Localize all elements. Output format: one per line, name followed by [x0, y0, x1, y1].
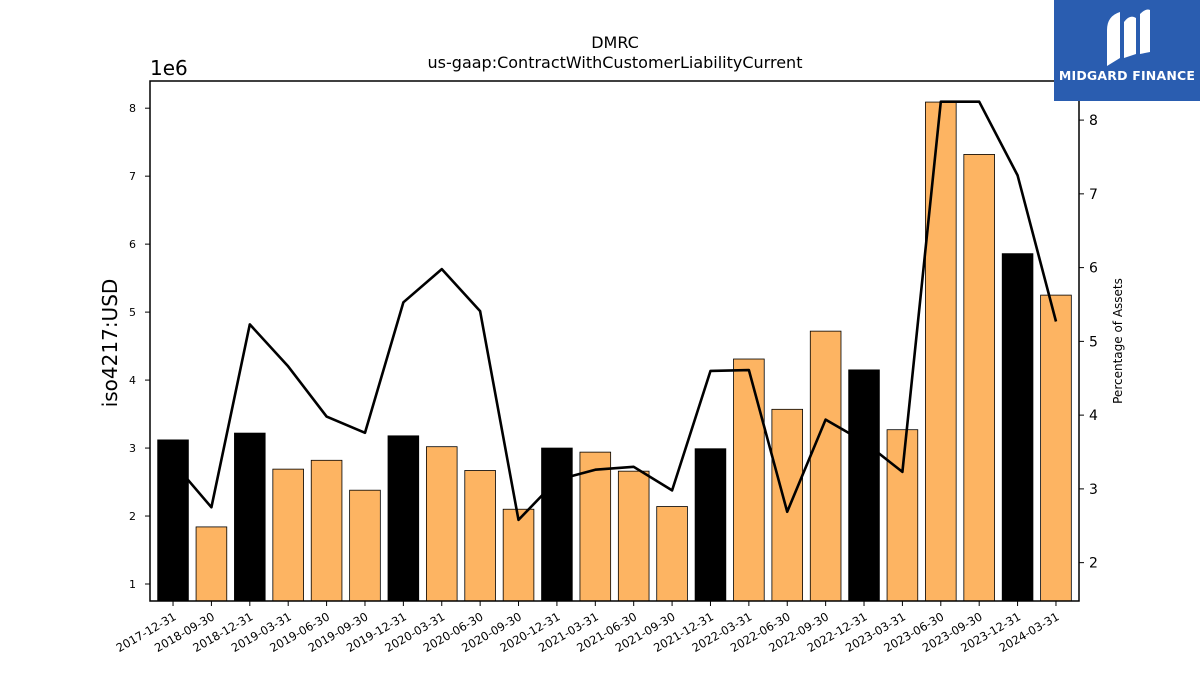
percentage-line — [172, 100, 1058, 522]
bar-2024-03-31 — [1040, 294, 1072, 602]
bar-2021-06-30 — [617, 470, 650, 602]
y-axis-ticks: 1 2 3 4 5 6 7 8 — [129, 102, 150, 591]
bar-2021-09-30 — [656, 506, 688, 602]
bar-group — [157, 101, 1072, 602]
bar-2017-12-31 — [157, 439, 189, 602]
chart-title: DMRC — [591, 33, 639, 52]
bar-2023-12-31 — [1001, 253, 1034, 602]
bar-2023-09-30 — [963, 154, 995, 602]
bar-2018-12-31 — [234, 432, 266, 602]
y2-tick-label: 7 — [1089, 187, 1098, 203]
y-tick-label: 6 — [129, 238, 136, 251]
x-axis-ticks: 2017-12-312018-09-302018-12-312019-03-31… — [114, 601, 1061, 655]
bar-2022-09-30 — [809, 330, 842, 602]
y-axis-label: iso4217:USD — [98, 279, 122, 408]
bar-2019-09-30 — [349, 489, 381, 602]
y2-tick-label: 3 — [1089, 482, 1098, 498]
line-series — [172, 100, 1058, 522]
y-tick-label: 3 — [129, 442, 136, 455]
bar-2021-12-31 — [694, 448, 727, 602]
y-tick-label: 2 — [129, 510, 136, 523]
y-tick-label: 4 — [129, 374, 136, 387]
y2-tick-label: 6 — [1089, 261, 1098, 277]
bar-2019-12-31 — [387, 435, 420, 602]
y-tick-label: 1 — [129, 578, 136, 591]
bar-2022-03-31 — [733, 358, 765, 602]
logo-text: MIDGARD FINANCE — [1058, 68, 1196, 83]
bar-2020-03-31 — [425, 446, 458, 602]
bar-2022-06-30 — [771, 408, 804, 602]
y2-tick-label: 2 — [1089, 556, 1098, 572]
y2-tick-label: 5 — [1089, 334, 1098, 350]
bar-2020-12-31 — [541, 447, 573, 602]
bar-2018-09-30 — [195, 526, 228, 602]
bar-2021-03-31 — [579, 451, 612, 602]
y2-tick-label: 4 — [1089, 408, 1098, 424]
logo-mark-icon — [1107, 9, 1150, 66]
y-axis-multiplier: 1e6 — [150, 56, 188, 80]
y-tick-label: 8 — [129, 102, 136, 115]
y-tick-label: 5 — [129, 306, 136, 319]
y2-axis-ticks: 2 3 4 5 6 7 8 — [1079, 113, 1098, 572]
y2-axis-label: Percentage of Assets — [1111, 278, 1125, 404]
bar-2023-03-31 — [886, 429, 919, 602]
bar-2023-06-30 — [925, 101, 957, 602]
y2-tick-label: 8 — [1089, 113, 1098, 129]
bar-2020-09-30 — [502, 508, 535, 602]
midgard-finance-logo: MIDGARD FINANCE — [1054, 0, 1200, 101]
bar-2022-12-31 — [848, 369, 880, 602]
bar-2019-03-31 — [272, 468, 304, 602]
bar-2019-06-30 — [310, 459, 343, 602]
chart-subtitle: us-gaap:ContractWithCustomerLiabilityCur… — [428, 53, 803, 72]
y-tick-label: 7 — [129, 170, 136, 183]
bar-2020-06-30 — [464, 470, 496, 602]
